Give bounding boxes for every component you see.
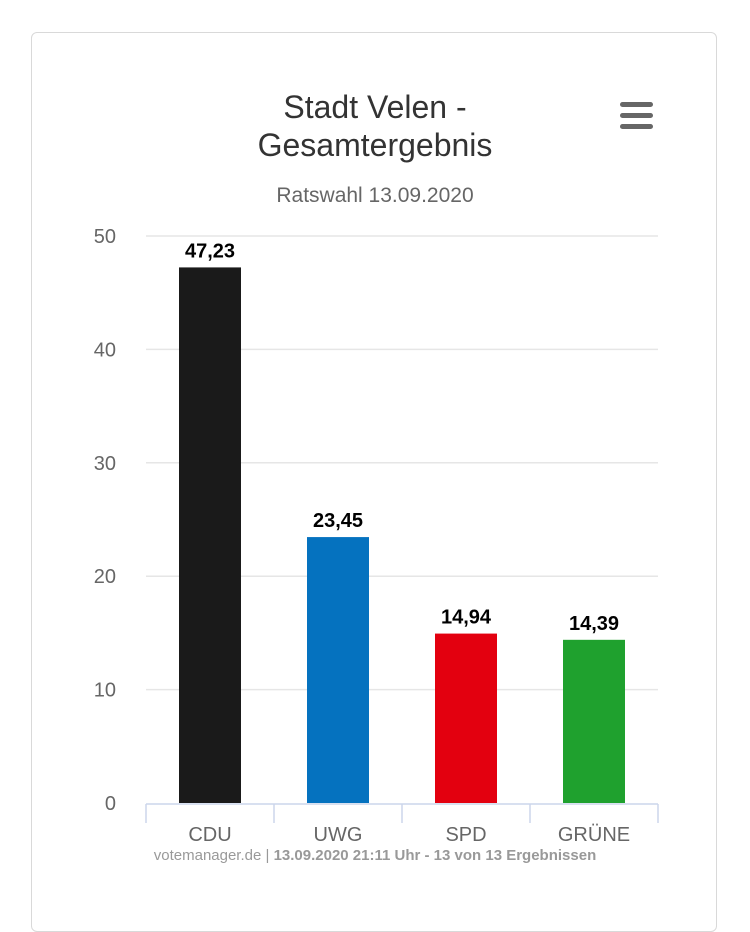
bar: [307, 537, 369, 803]
credits-separator: |: [261, 847, 274, 864]
data-label: 47,23: [185, 240, 235, 262]
data-label: 14,94: [441, 607, 492, 629]
menu-bar: [620, 124, 653, 129]
y-tick-label: 10: [94, 680, 116, 702]
chart-title-line2: Gesamtergebnis: [257, 127, 493, 163]
bar: [563, 639, 625, 803]
x-tick-label: CDU: [188, 824, 231, 846]
chart-credits[interactable]: votemanager.de | 13.09.2020 21:11 Uhr - …: [0, 847, 750, 864]
x-tick-label: UWG: [314, 824, 363, 846]
chart-title-line1: Stadt Velen -: [283, 89, 467, 125]
y-tick-label: 40: [94, 339, 116, 361]
x-tick-label: GRÜNE: [558, 824, 630, 846]
y-tick-label: 30: [94, 453, 116, 475]
x-tick-label: SPD: [445, 824, 486, 846]
hamburger-menu-icon[interactable]: [614, 98, 658, 134]
credits-source[interactable]: votemanager.de: [153, 847, 262, 864]
chart-title: Stadt Velen - Gesamtergebnis: [0, 88, 750, 164]
credits-info: 13.09.2020 21:11 Uhr - 13 von 13 Ergebni…: [273, 847, 597, 864]
menu-bar: [620, 102, 653, 107]
chart-subtitle: Ratswahl 13.09.2020: [276, 184, 474, 207]
data-label: 14,39: [569, 613, 619, 635]
bar: [179, 267, 241, 803]
y-tick-label: 20: [94, 566, 116, 588]
bar: [435, 633, 497, 803]
y-tick-label: 50: [94, 226, 116, 248]
data-label: 23,45: [313, 510, 363, 532]
menu-bar: [620, 113, 653, 118]
y-tick-label: 0: [105, 793, 116, 815]
bar-chart: 0 10 20 30 40 50 47,23 CDU 23,45 UWG 14,94 SPD 14,39…: [94, 226, 659, 846]
